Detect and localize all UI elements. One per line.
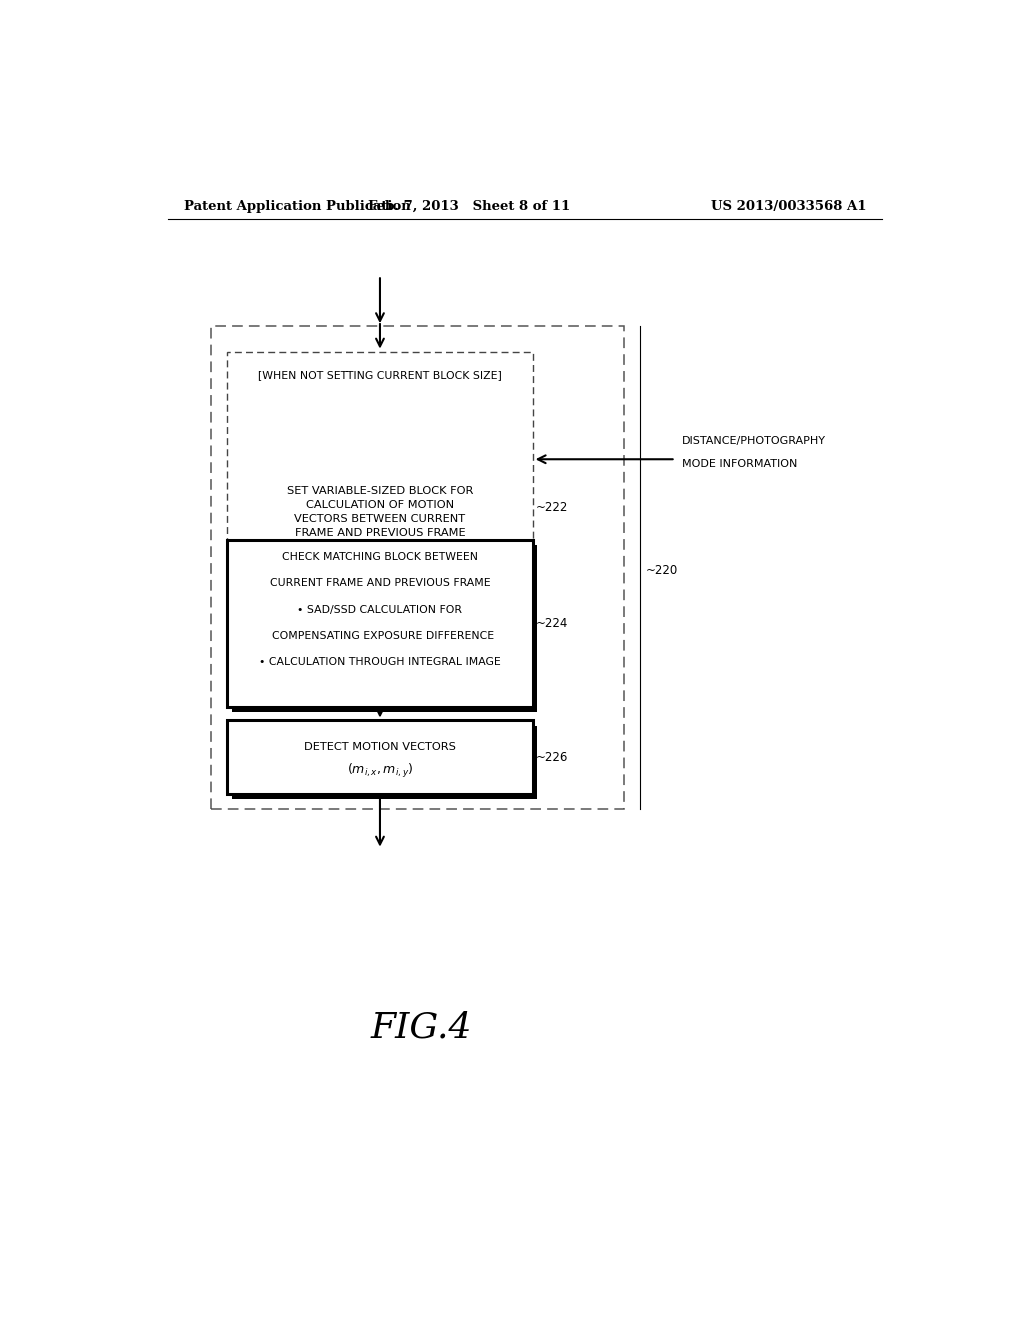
- Text: CHECK MATCHING BLOCK BETWEEN: CHECK MATCHING BLOCK BETWEEN: [282, 552, 478, 562]
- FancyBboxPatch shape: [227, 540, 532, 708]
- Text: MODE INFORMATION: MODE INFORMATION: [682, 459, 798, 470]
- Text: COMPENSATING EXPOSURE DIFFERENCE: COMPENSATING EXPOSURE DIFFERENCE: [265, 631, 495, 642]
- Text: DETECT MOTION VECTORS: DETECT MOTION VECTORS: [304, 742, 456, 752]
- Text: ~220: ~220: [646, 564, 679, 577]
- Text: US 2013/0033568 A1: US 2013/0033568 A1: [711, 199, 866, 213]
- Text: Feb. 7, 2013   Sheet 8 of 11: Feb. 7, 2013 Sheet 8 of 11: [368, 199, 570, 213]
- Text: ~222: ~222: [536, 502, 568, 515]
- Text: ~226: ~226: [536, 751, 568, 763]
- Text: SET VARIABLE-SIZED BLOCK FOR
CALCULATION OF MOTION
VECTORS BETWEEN CURRENT
FRAME: SET VARIABLE-SIZED BLOCK FOR CALCULATION…: [287, 486, 473, 537]
- Text: FIG.4: FIG.4: [371, 1010, 472, 1044]
- Text: • SAD/SSD CALCULATION FOR: • SAD/SSD CALCULATION FOR: [297, 605, 463, 615]
- FancyBboxPatch shape: [227, 721, 532, 793]
- Text: CURRENT FRAME AND PREVIOUS FRAME: CURRENT FRAME AND PREVIOUS FRAME: [269, 578, 490, 589]
- Text: ~224: ~224: [536, 616, 568, 630]
- FancyBboxPatch shape: [232, 545, 538, 713]
- Text: [WHEN NOT SETTING CURRENT BLOCK SIZE]: [WHEN NOT SETTING CURRENT BLOCK SIZE]: [258, 370, 502, 380]
- Text: DISTANCE/PHOTOGRAPHY: DISTANCE/PHOTOGRAPHY: [682, 436, 826, 446]
- FancyBboxPatch shape: [227, 351, 532, 620]
- Text: • CALCULATION THROUGH INTEGRAL IMAGE: • CALCULATION THROUGH INTEGRAL IMAGE: [259, 657, 501, 668]
- FancyBboxPatch shape: [232, 726, 538, 799]
- Text: Patent Application Publication: Patent Application Publication: [183, 199, 411, 213]
- Text: $(m_{i,x},m_{i,y})$: $(m_{i,x},m_{i,y})$: [347, 762, 413, 780]
